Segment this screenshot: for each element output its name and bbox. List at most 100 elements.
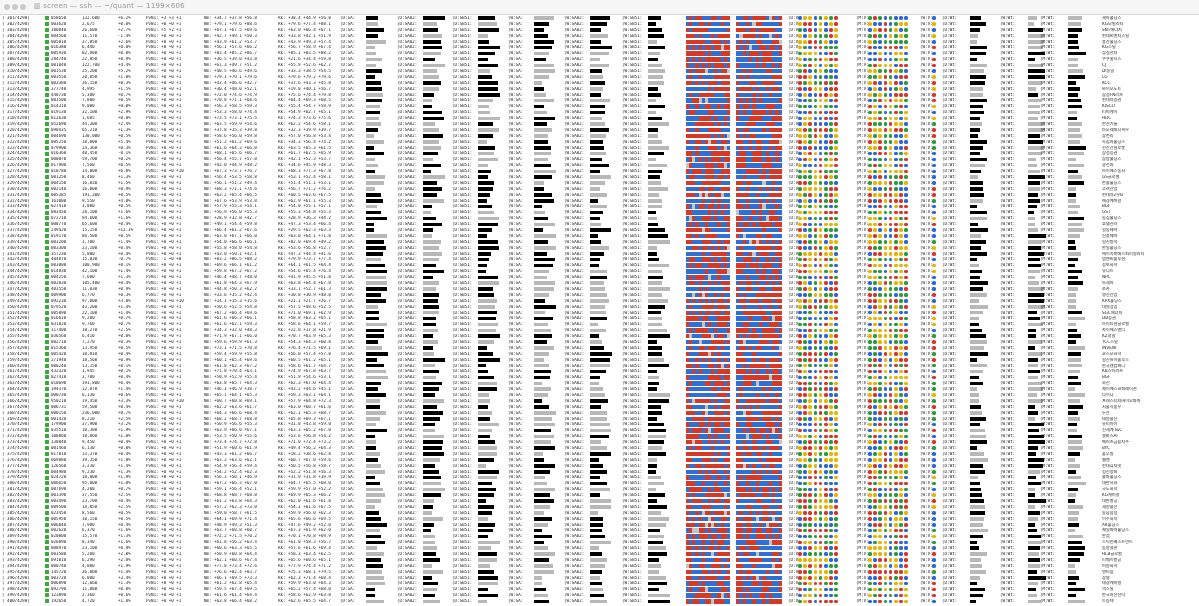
weight-label-d_wt: [D:Wt: <box>942 134 968 138</box>
signal-dot-icon <box>873 276 877 280</box>
signal-dot-icon <box>803 258 807 262</box>
price: 9,000 <box>82 104 116 108</box>
weight-bar-w_wt <box>1028 22 1034 26</box>
signal-dot-icon <box>889 252 893 256</box>
metric-label-w_sa: [W:SA: <box>508 157 532 161</box>
signal-dot-icon <box>889 164 893 168</box>
signal-dot-icon <box>904 117 908 121</box>
stock-code: 403550 <box>51 287 79 291</box>
metric-bar-w_sa <box>534 128 552 132</box>
vote-label-m_v: [M:V: <box>856 193 868 197</box>
metric-label-w_sb51: [W:SB51: <box>622 240 646 244</box>
metric-label-d_sb51: [D:SB51: <box>452 216 476 220</box>
metric-label-w_sa02: [W:SA02: <box>564 204 588 208</box>
heat-cell <box>779 181 783 185</box>
metric-bar-d_sa <box>366 246 386 250</box>
signal-dot-icon <box>904 287 908 291</box>
pvn1-values: PvN1: +0 +0 +1 <box>146 228 202 232</box>
signal-dot-icon <box>884 223 888 227</box>
metric-bar-w_sb51 <box>648 199 662 203</box>
pvn1-values: PvN1: +0 +0 +10 <box>146 299 202 303</box>
metric-label-d_sa: [D:SA: <box>340 287 364 291</box>
nm-values: Nm: +61.8 +64.3 +67.9 <box>204 281 276 285</box>
nm-values: Nm: +43.9 +61.2 +53.7 <box>204 40 276 44</box>
vote-label-m_v: [M:V: <box>856 69 868 73</box>
metric-bar-d_sa <box>366 276 386 280</box>
metric-bar-d_sa <box>366 40 386 44</box>
metric-label-d_sa: [D:SA: <box>340 257 364 261</box>
signal-dot-icon <box>889 234 893 238</box>
heat-cell <box>727 216 730 220</box>
signal-dot-icon <box>808 75 812 79</box>
signal-dot-icon <box>803 181 807 185</box>
signal-dot-icon <box>824 246 828 250</box>
signal-dot-icon <box>814 140 818 144</box>
metric-label-d_sa02: [D:SA02: <box>397 51 421 55</box>
minimize-window-icon[interactable] <box>12 4 18 10</box>
price: 132,600 <box>82 16 116 20</box>
metric-label-w_sa02: [W:SA02: <box>564 181 588 185</box>
signal-dot-icon <box>803 164 807 168</box>
zoom-window-icon[interactable] <box>20 4 26 10</box>
metric-label-w_sb51: [W:SB51: <box>622 175 646 179</box>
signal-dot-icon <box>894 270 898 274</box>
signal-dot-icon <box>824 276 828 280</box>
price: 28,100 <box>82 210 116 214</box>
metric-label-w_sa: [W:SA: <box>508 151 532 155</box>
metric-bar-d_sa02 <box>423 281 439 285</box>
metric-label-d_sa: [D:SA: <box>340 175 364 179</box>
metric-bar-w_sa02 <box>590 276 607 280</box>
signal-dot-icon <box>884 264 888 268</box>
signal-dot-icon <box>829 111 833 115</box>
weight-bar-m_wt <box>1068 240 1075 244</box>
signal-dot-icon <box>798 170 802 174</box>
table-row: [ 320/4298] 090435 65,210 +1.3% PvN1: +0 +0 … <box>0 128 1199 132</box>
signal-dot-icon <box>868 22 872 26</box>
metric-bar-w_sb51 <box>648 140 662 144</box>
metric-bar-w_sb51 <box>648 128 658 132</box>
heat-cell <box>727 122 730 126</box>
signal-dot-icon <box>894 134 898 138</box>
signal-dot-icon <box>884 111 888 115</box>
metric-bar-w_sa <box>534 164 551 168</box>
price: 130,000 <box>82 134 116 138</box>
metric-bar-w_sa <box>534 99 554 103</box>
change-pct: +2.4% <box>118 122 142 126</box>
close-window-icon[interactable] <box>4 4 10 10</box>
table-row: [ 341/4298] 357230 5,000 +0.4% PvN1: +0 +0 +… <box>0 252 1199 256</box>
signal-dot-icon <box>873 146 877 150</box>
signal-dot-icon <box>803 211 807 215</box>
rk-values: Rk: +85.1 +83.5 +88.2 <box>278 51 346 55</box>
metric-bar-w_sa <box>534 217 548 221</box>
metric-bar-w_sa <box>534 140 548 144</box>
vote-label-m_v: [M:V: <box>856 45 868 49</box>
table-row: [ 312/4298] 002380 36,150 +0.3% PvN1: +0 +0 … <box>0 81 1199 85</box>
metric-bar-w_sa02 <box>590 75 603 79</box>
signal-dot-icon <box>868 258 872 262</box>
signal-dot-icon <box>899 228 903 232</box>
metric-bar-w_sa <box>534 287 554 291</box>
weight-label-w_wt: [W:Wt: <box>1000 134 1026 138</box>
nm-values: Nm: +56.1 +51.2 +49.4 <box>204 181 276 185</box>
metric-label-w_sb51: [W:SB51: <box>622 16 646 20</box>
metric-bar-w_sa02 <box>590 16 610 20</box>
metric-bar-w_sb51 <box>648 93 661 97</box>
signal-dot-icon <box>889 240 893 244</box>
metric-label-d_sa02: [D:SA02: <box>397 22 421 26</box>
weight-bar-d_wt <box>970 28 980 32</box>
signal-dot-icon <box>884 146 888 150</box>
check-icon <box>45 46 49 50</box>
vote-label-w_v: [W:V: <box>920 204 932 208</box>
change-pct: +2.6% <box>118 40 142 44</box>
pvn1-values: PvN1: +0 +0 +1 <box>146 63 202 67</box>
metric-bar-w_sb51 <box>648 205 662 209</box>
metric-bar-d_sb51 <box>478 99 493 103</box>
vote-label-w_v: [W:V: <box>920 287 932 291</box>
signal-dot-icon <box>829 276 833 280</box>
signal-dot-icon <box>889 152 893 156</box>
metric-label-w_sa: [W:SA: <box>508 140 532 144</box>
metric-bar-w_sa02 <box>590 181 605 185</box>
metric-label-w_sa: [W:SA: <box>508 287 532 291</box>
signal-dot-icon <box>824 234 828 238</box>
title-bar[interactable]: ▥ screen — ssh — ~/quant — 1199×606 <box>0 0 1199 15</box>
